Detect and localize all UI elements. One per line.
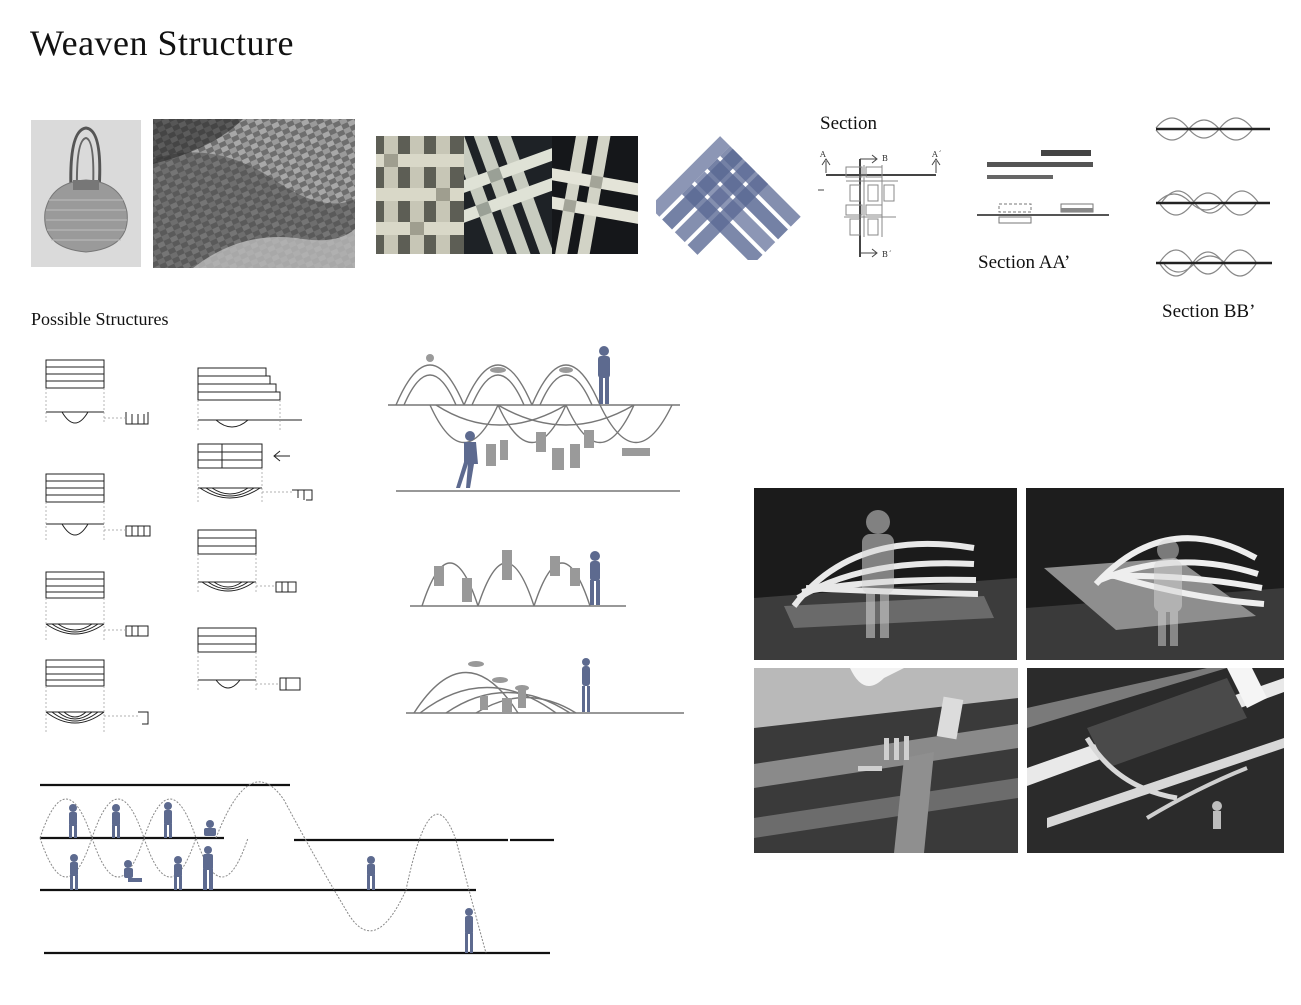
woven-bag-photo	[31, 120, 141, 267]
strip-weave-photo-3	[552, 136, 638, 254]
section-label: Section	[820, 113, 877, 134]
section-aa-label: Section AA’	[978, 252, 1071, 273]
arch-elevation-large	[386, 340, 682, 496]
model-photo-2	[1026, 488, 1284, 660]
section-mark-a: A	[819, 150, 826, 159]
section-mark-b: B	[882, 154, 888, 163]
section-mark-b-prime: B´	[882, 250, 892, 259]
strip-weave-photo-2	[464, 136, 552, 254]
section-mark-a-prime: A´	[931, 150, 942, 159]
possible-structures-diagrams	[40, 352, 320, 742]
arch-elevation-small	[406, 652, 686, 716]
section-bb-sketch	[1152, 110, 1276, 292]
section-bb-label: Section BB’	[1162, 301, 1256, 322]
section-aa-sketch	[975, 148, 1111, 228]
arch-elevation-medium	[410, 540, 628, 612]
weave-closeup-photo	[153, 119, 355, 268]
model-photo-4	[1027, 668, 1284, 853]
section-sketch: A A´ B B´	[816, 145, 952, 265]
model-photo-3	[754, 668, 1018, 853]
blue-weave-diagram	[656, 136, 804, 260]
possible-structures-label: Possible Structures	[31, 309, 169, 329]
strip-weave-photo-1	[376, 136, 464, 254]
model-photo-1	[754, 488, 1017, 660]
wave-section-diagram	[36, 780, 558, 960]
page-title: Weaven Structure	[30, 23, 294, 63]
